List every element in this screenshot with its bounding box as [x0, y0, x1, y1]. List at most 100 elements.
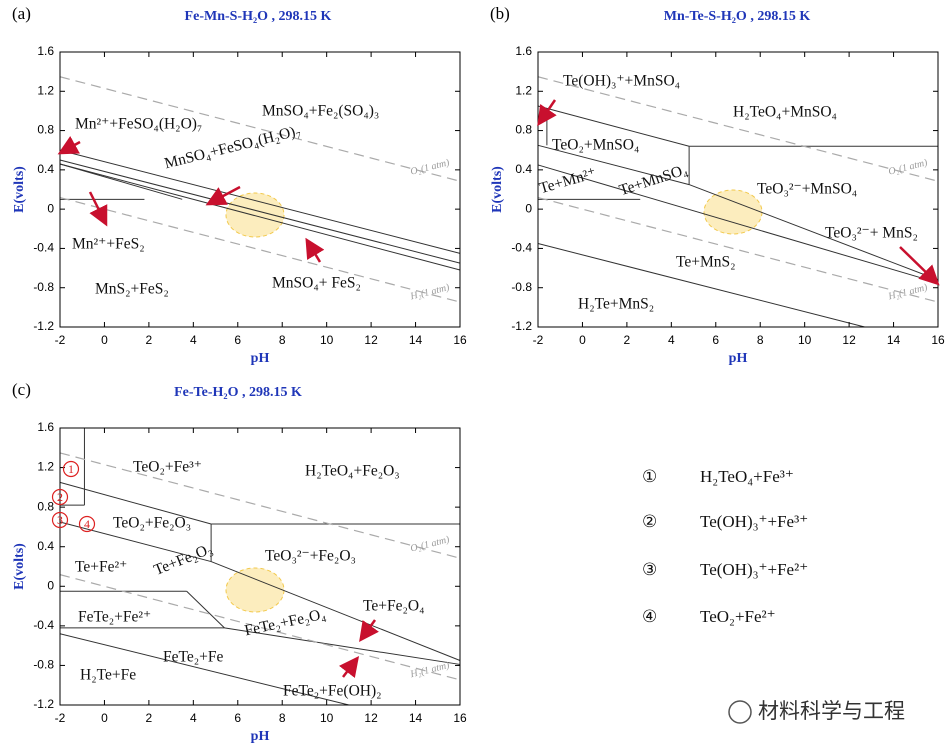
- water-label: O₂(1 atm): [887, 157, 929, 177]
- boundary-line: [224, 627, 461, 665]
- x-tick-label: -2: [533, 333, 544, 347]
- y-tick-label: -0.8: [33, 658, 54, 672]
- y-axis-label: E(volts): [490, 166, 505, 213]
- plot-frame: [59, 51, 461, 328]
- region-label: TeO₃²⁻+Fe₂O₃: [265, 548, 356, 565]
- boundary-line: [59, 149, 461, 254]
- x-tick-label: 6: [234, 711, 241, 725]
- marker-circle: [51, 488, 69, 506]
- x-axis-label: pH: [251, 729, 270, 744]
- y-axis-label: E(volts): [12, 543, 27, 590]
- x-tick-label: 12: [364, 333, 378, 347]
- y-tick-label: -0.4: [511, 241, 532, 255]
- x-tick-label: 10: [798, 333, 812, 347]
- x-tick-label: 12: [364, 711, 378, 725]
- x-tick-label: 12: [842, 333, 856, 347]
- legend-text: Te(OH)₃⁺+Fe³⁺: [700, 512, 808, 531]
- water-line: [59, 196, 461, 303]
- marker-circle: [62, 460, 80, 478]
- legend-text: Te(OH)₃⁺+Fe²⁺: [700, 560, 808, 579]
- y-tick-label: 0: [47, 578, 54, 592]
- boundary-line: [59, 521, 212, 563]
- arrow: [899, 246, 940, 286]
- marker-number: 3: [57, 513, 63, 527]
- region-label: Mn²⁺+FeS₂: [72, 236, 145, 253]
- x-tick-label: 0: [101, 333, 108, 347]
- boundary-line: [186, 590, 225, 629]
- plot-frame: [59, 427, 461, 706]
- y-tick-label: -0.8: [511, 280, 532, 294]
- legend-symbol: ③: [642, 560, 657, 579]
- region-label: MnSO₄+Fe₂(SO₄)₃: [262, 103, 379, 120]
- marker-number: 1: [68, 462, 74, 476]
- boundary-line: [537, 105, 690, 147]
- legend-text: TeO₂+Fe²⁺: [700, 607, 776, 626]
- highlight: [703, 189, 763, 235]
- y-tick-label: -1.2: [511, 319, 532, 333]
- x-tick-label: 6: [234, 333, 241, 347]
- x-tick-label: 0: [579, 333, 586, 347]
- y-tick-label: 0.4: [37, 539, 54, 553]
- x-tick-label: 8: [757, 333, 764, 347]
- chart-title: Fe-Mn-S-H₂O , 298.15 K: [185, 9, 332, 24]
- water-label: H₂(1 atm): [886, 282, 929, 303]
- x-tick-label: 0: [101, 711, 108, 725]
- x-tick-label: 2: [146, 333, 153, 347]
- x-tick-label: 14: [887, 333, 901, 347]
- y-tick-label: 0.8: [37, 123, 54, 137]
- legend-symbol: ①: [642, 467, 657, 486]
- x-axis-label: pH: [251, 351, 270, 366]
- water-label: O₂(1 atm): [409, 534, 451, 554]
- region-label: FeTe₂+Fe²⁺: [78, 609, 151, 626]
- boundary-line: [59, 163, 461, 271]
- y-tick-label: 0.4: [515, 162, 532, 176]
- region-label: Te+MnS₂: [676, 254, 736, 271]
- region-label: Mn²⁺+FeSO₄(H₂O)₇: [75, 116, 202, 133]
- x-tick-label: 14: [409, 333, 423, 347]
- arrow: [88, 191, 108, 227]
- y-tick-label: 1.2: [515, 83, 532, 97]
- x-tick-label: 6: [712, 333, 719, 347]
- water-line: [537, 196, 939, 303]
- water-label: O₂(1 atm): [409, 157, 451, 177]
- boundary-line: [210, 561, 461, 661]
- x-axis-label: pH: [729, 351, 748, 366]
- y-tick-label: -0.8: [33, 280, 54, 294]
- region-label: H₂Te+Fe: [80, 667, 136, 684]
- y-tick-label: -0.4: [33, 241, 54, 255]
- region-label: Te+Fe₂O₃: [151, 540, 214, 579]
- x-tick-label: -2: [55, 333, 66, 347]
- x-tick-label: 2: [146, 711, 153, 725]
- y-axis-label: E(volts): [12, 166, 27, 213]
- boundary-line: [59, 163, 183, 200]
- water-label: H₂(1 atm): [408, 660, 451, 681]
- region-label: TeO₂+Fe³⁺: [133, 459, 202, 476]
- region-label: Te+Fe₂O₄: [363, 598, 425, 615]
- x-tick-label: 4: [190, 333, 197, 347]
- y-tick-label: -0.4: [33, 618, 54, 632]
- y-tick-label: 0.8: [515, 123, 532, 137]
- marker-circle: [78, 515, 96, 533]
- arrow: [57, 135, 81, 155]
- legend-symbol: ④: [642, 607, 657, 626]
- region-label: MnSO₄+ FeS₂: [272, 275, 361, 292]
- arrow: [359, 619, 379, 643]
- region-label: TeO₃²⁻+MnSO₄: [757, 181, 857, 198]
- x-tick-label: 8: [279, 333, 286, 347]
- x-tick-label: 14: [409, 711, 423, 725]
- y-tick-label: 0.8: [37, 499, 54, 513]
- watermark-icon: [728, 700, 752, 724]
- region-label: H₂TeO₄+MnSO₄: [733, 104, 837, 121]
- marker-number: 2: [57, 490, 63, 504]
- y-tick-label: 0.4: [37, 162, 54, 176]
- plot-frame: [537, 51, 939, 328]
- region-label: H₂Te+MnS₂: [578, 296, 654, 313]
- boundary-line: [688, 184, 939, 281]
- marker-number: 4: [84, 517, 90, 531]
- arrow: [305, 237, 325, 263]
- y-tick-label: 1.6: [37, 420, 54, 434]
- y-tick-label: 0: [525, 201, 532, 215]
- legend-text: H₂TeO₄+Fe³⁺: [700, 467, 794, 486]
- highlight: [225, 192, 285, 238]
